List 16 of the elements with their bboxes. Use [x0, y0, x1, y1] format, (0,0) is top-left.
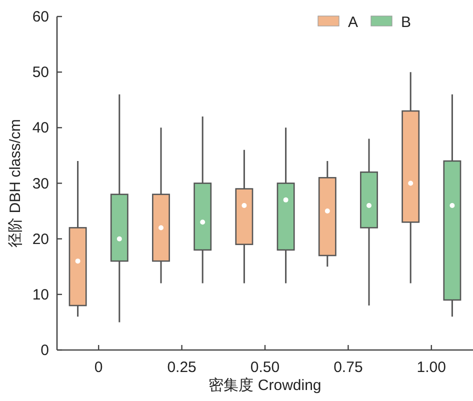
y-tick-label: 30 [32, 175, 49, 192]
legend-label: B [401, 14, 412, 31]
x-tick-label: 1.00 [416, 359, 446, 376]
y-axis-title: 径阶 DBH class/cm [7, 119, 24, 248]
x-tick-label: 0 [94, 359, 103, 376]
x-tick-label: 0.25 [167, 359, 196, 376]
y-tick-label: 10 [32, 286, 49, 304]
y-tick-label: 60 [32, 8, 49, 26]
x-tick-label: 0.50 [250, 359, 280, 376]
y-tick-label: 40 [32, 120, 49, 137]
legend-label: A [348, 14, 358, 31]
x-tick-label: 0.75 [334, 359, 363, 376]
x-axis-title: 密集度 Crowding [208, 377, 322, 394]
y-tick-label: 20 [32, 230, 49, 248]
y-tick-label: 50 [32, 64, 49, 82]
y-tick-label: 0 [40, 342, 49, 359]
